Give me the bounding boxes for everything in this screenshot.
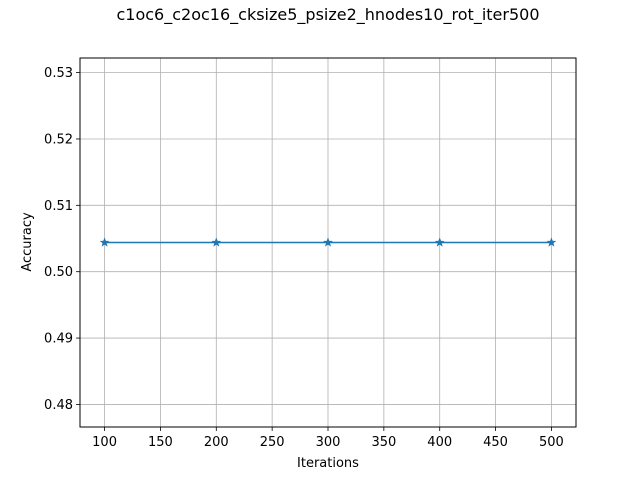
x-tick-label: 400: [427, 435, 452, 450]
x-tick-label: 450: [483, 435, 508, 450]
data-point-star: [211, 237, 222, 247]
data-point-star: [323, 237, 333, 247]
y-tick-label: 0.51: [44, 199, 73, 214]
x-tick-label: 100: [92, 435, 117, 450]
y-tick-label: 0.48: [44, 398, 73, 413]
y-tick-label: 0.50: [44, 265, 73, 280]
data-point-star: [434, 237, 445, 247]
y-tick-label: 0.49: [44, 332, 73, 347]
y-tick-label: 0.53: [44, 66, 73, 81]
x-tick-label: 200: [204, 435, 229, 450]
y-axis-label: Accuracy: [20, 212, 35, 272]
chart-title: c1oc6_c2oc16_cksize5_psize2_hnodes10_rot…: [116, 5, 539, 25]
x-tick-label: 150: [148, 435, 173, 450]
x-tick-label: 350: [371, 435, 396, 450]
x-tick-label: 500: [539, 435, 564, 450]
ticks-layer: 100 150 200 250 300 350 400 450 500 0.48 0.49 0.50 0…: [44, 66, 564, 450]
data-point-star: [99, 237, 110, 247]
x-tick-label: 250: [260, 435, 285, 450]
x-tick-label: 300: [316, 435, 341, 450]
y-tick-label: 0.52: [44, 132, 73, 147]
data-point-star: [546, 237, 557, 247]
x-axis-label: Iterations: [297, 456, 359, 471]
series-layer: [99, 237, 557, 247]
